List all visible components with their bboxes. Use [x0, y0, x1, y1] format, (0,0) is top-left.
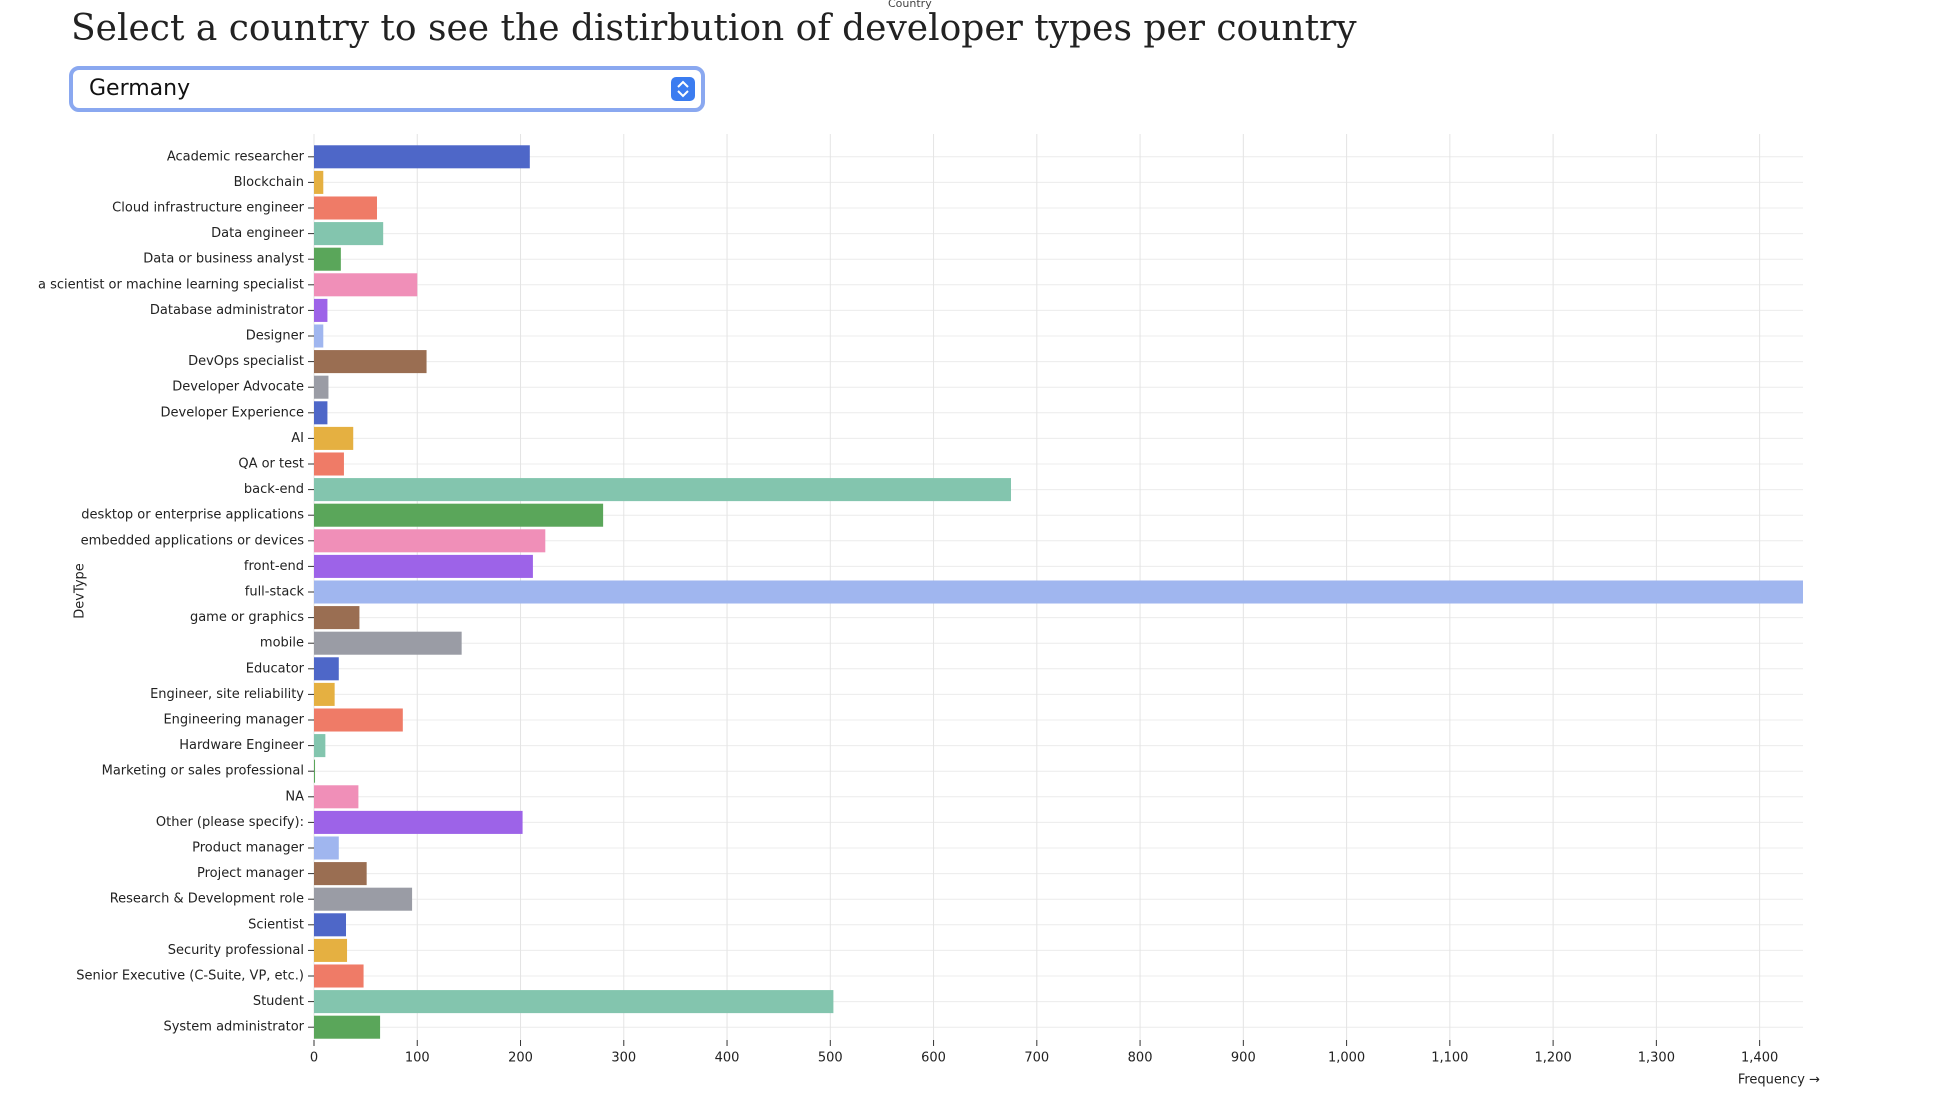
- bar: [314, 734, 326, 758]
- bar: [314, 478, 1012, 502]
- bar: [314, 810, 523, 834]
- bar: [314, 452, 344, 476]
- y-tick-label: Educator: [246, 661, 305, 676]
- y-tick-label: DevOps specialist: [188, 354, 304, 369]
- x-tick-label: 100: [405, 1051, 430, 1066]
- bar: [314, 708, 403, 732]
- bar: [314, 247, 341, 271]
- bar: [314, 580, 1803, 604]
- x-tick-label: 1,200: [1535, 1051, 1572, 1066]
- bar: [314, 1015, 381, 1039]
- bar: [314, 836, 339, 860]
- bar: [314, 196, 377, 220]
- y-tick-label: Research & Development role: [110, 892, 304, 907]
- bar: [314, 606, 360, 630]
- bar: [314, 503, 604, 527]
- bar: [314, 350, 427, 374]
- bar: [314, 273, 418, 297]
- bar: [314, 631, 462, 655]
- x-tick-label: 0: [310, 1051, 318, 1066]
- y-tick-label: Engineer, site reliability: [150, 687, 304, 702]
- x-tick-label: 1,100: [1431, 1051, 1468, 1066]
- x-tick-label: 300: [611, 1051, 636, 1066]
- x-tick-label: 400: [715, 1051, 740, 1066]
- y-tick-label: front-end: [244, 559, 304, 574]
- select-label: Country: [888, 0, 932, 10]
- bar: [314, 938, 348, 962]
- page-title: Select a country to see the distirbution…: [71, 8, 1357, 49]
- y-tick-label: Security professional: [168, 943, 304, 958]
- y-tick-label: Engineering manager: [163, 713, 304, 728]
- y-tick-label: Academic researcher: [167, 149, 305, 164]
- x-tick-label: 1,300: [1638, 1051, 1675, 1066]
- y-tick-label: embedded applications or devices: [81, 533, 305, 548]
- y-tick-label: full-stack: [245, 585, 305, 600]
- y-tick-label: Developer Advocate: [172, 380, 304, 395]
- y-tick-label: Database administrator: [150, 303, 305, 318]
- y-tick-label: game or graphics: [190, 610, 304, 625]
- y-tick-label: Project manager: [197, 866, 305, 881]
- bar: [314, 298, 328, 322]
- y-tick-label: Student: [253, 994, 304, 1009]
- y-tick-label: Data engineer: [211, 226, 305, 241]
- y-tick-label: Designer: [246, 329, 305, 344]
- bar: [314, 682, 335, 706]
- bar: [314, 401, 328, 425]
- x-tick-label: 1,000: [1328, 1051, 1365, 1066]
- y-axis-label: DevType: [73, 563, 88, 619]
- country-select[interactable]: Germany: [69, 66, 705, 112]
- bar: [314, 759, 316, 783]
- bar: [314, 657, 339, 681]
- y-tick-label: Marketing or sales professional: [102, 764, 304, 779]
- x-tick-label: 1,400: [1741, 1051, 1778, 1066]
- bar: [314, 862, 367, 886]
- bar: [314, 529, 546, 553]
- y-tick-label: NA: [285, 789, 304, 804]
- y-tick-label: Cloud infrastructure engineer: [112, 201, 304, 216]
- x-tick-label: 700: [1024, 1051, 1049, 1066]
- x-tick-label: 800: [1128, 1051, 1153, 1066]
- x-tick-label: 500: [818, 1051, 843, 1066]
- x-tick-label: 200: [508, 1051, 533, 1066]
- bar: [314, 887, 413, 911]
- y-tick-label: Developer Experience: [161, 405, 305, 420]
- y-tick-label: Product manager: [192, 841, 305, 856]
- bar: [314, 964, 364, 988]
- y-tick-label: a scientist or machine learning speciali…: [38, 277, 304, 292]
- y-tick-label: Blockchain: [234, 175, 304, 190]
- bar: [314, 426, 354, 450]
- x-tick-label: 900: [1231, 1051, 1256, 1066]
- y-tick-label: Hardware Engineer: [179, 738, 304, 753]
- bar: [314, 375, 329, 399]
- select-value: Germany: [89, 76, 191, 101]
- y-tick-label: Senior Executive (C-Suite, VP, etc.): [76, 969, 304, 984]
- y-tick-label: AI: [291, 431, 304, 446]
- bar: [314, 554, 533, 578]
- bar: [314, 222, 384, 246]
- y-tick-label: System administrator: [163, 1020, 304, 1035]
- bar: [314, 990, 834, 1014]
- bar: [314, 170, 324, 194]
- bar: [314, 324, 324, 348]
- select-arrows: [671, 77, 695, 101]
- y-tick-label: Scientist: [248, 917, 304, 932]
- y-tick-label: Other (please specify):: [156, 815, 304, 830]
- y-tick-label: mobile: [260, 636, 304, 651]
- bar: [314, 913, 347, 937]
- bar: [314, 145, 530, 169]
- x-tick-label: 600: [921, 1051, 946, 1066]
- y-tick-label: desktop or enterprise applications: [81, 508, 304, 523]
- y-tick-label: back-end: [244, 482, 304, 497]
- y-tick-label: Data or business analyst: [143, 252, 304, 267]
- bar: [314, 785, 359, 809]
- y-tick-label: QA or test: [238, 457, 304, 472]
- x-axis-label: Frequency →: [1738, 1073, 1820, 1088]
